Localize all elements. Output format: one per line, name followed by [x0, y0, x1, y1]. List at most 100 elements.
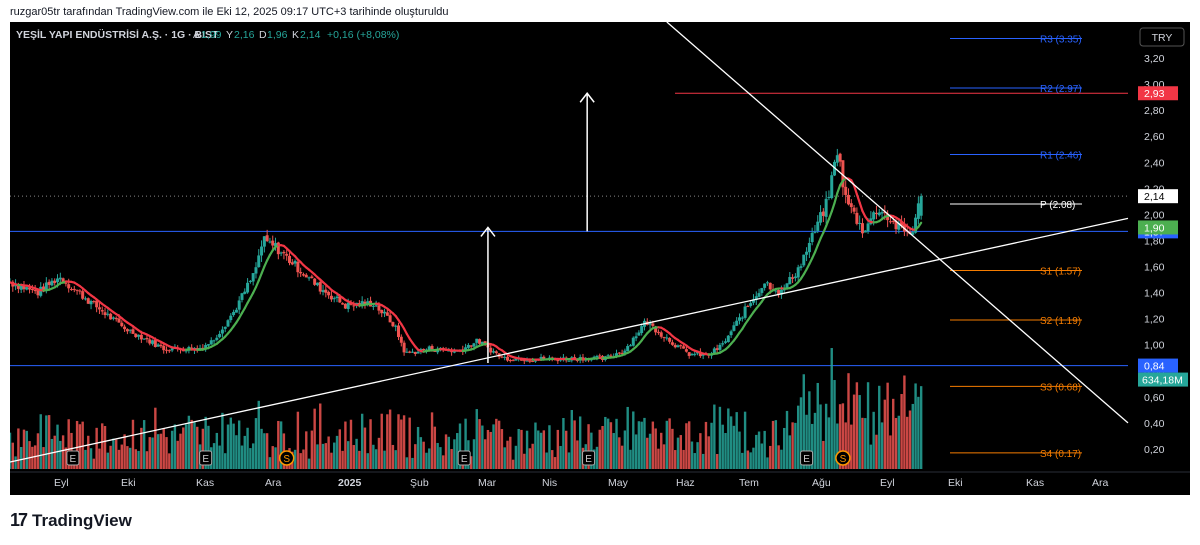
- volume-bar: [319, 403, 322, 469]
- volume-bar: [207, 425, 210, 469]
- price-chart[interactable]: R3 (3.35) R2 (2.97) R1 (2.46) P (2.08) S1 (1…: [10, 22, 1190, 495]
- y-tick-label: 3,20: [1144, 53, 1165, 65]
- ma-segment: [257, 272, 263, 282]
- candle-body: [296, 261, 300, 273]
- moving-average: [10, 177, 923, 361]
- candle-body: [335, 296, 339, 299]
- volume-bar: [796, 405, 800, 469]
- candle-body: [100, 310, 104, 312]
- candle-body: [514, 358, 518, 361]
- candle-body: [436, 350, 440, 353]
- x-tick-label: Eki: [121, 477, 136, 489]
- candle-body: [626, 346, 630, 351]
- ma-segment: [858, 201, 864, 213]
- volume-bar: [358, 450, 361, 469]
- volume-bar: [383, 450, 386, 469]
- candle-body: [483, 341, 487, 344]
- candle-body: [299, 271, 303, 274]
- earnings-event-marker: [199, 450, 213, 466]
- pivot-label-s1: S1 (1.57): [1040, 266, 1081, 277]
- candle-body: [855, 212, 859, 224]
- candle-body: [690, 354, 694, 356]
- chart-panel[interactable]: R3 (3.35) R2 (2.97) R1 (2.46) P (2.08) S1 (1…: [10, 22, 1190, 495]
- earnings-event-marker: [457, 450, 471, 466]
- candle-body: [422, 348, 426, 351]
- volume-bar: [120, 444, 123, 469]
- legend-value: 2,16: [234, 29, 255, 41]
- candle-body: [595, 355, 599, 357]
- candle-body: [413, 351, 417, 354]
- volume-bar: [648, 433, 652, 469]
- candle-body: [209, 340, 213, 345]
- candle-body: [301, 274, 305, 276]
- volume-bar: [151, 437, 154, 469]
- currency-button-label: TRY: [1152, 32, 1173, 44]
- volume-bar: [861, 417, 864, 469]
- volume-bar: [783, 427, 786, 469]
- candle-body: [668, 338, 672, 342]
- volume-bar: [674, 450, 677, 469]
- candle-body: [151, 340, 155, 344]
- candle-body: [120, 322, 124, 327]
- volume-bar: [813, 412, 817, 469]
- earnings-event-label: E: [803, 454, 810, 465]
- candle-body: [137, 334, 141, 337]
- volume-bar: [763, 430, 766, 469]
- candle-body: [248, 280, 252, 282]
- volume-bar: [193, 422, 196, 469]
- volume-bar: [268, 457, 272, 469]
- candle-body: [341, 303, 345, 305]
- candle-body: [72, 288, 76, 290]
- volume-bar: [355, 438, 358, 469]
- candle-body: [134, 333, 138, 338]
- currency-button[interactable]: TRY: [1139, 27, 1185, 47]
- candle-body: [25, 287, 29, 290]
- candle-body: [631, 337, 635, 346]
- volume-bar: [710, 422, 713, 469]
- volume-bar: [274, 447, 277, 469]
- volume-bar: [565, 430, 568, 469]
- volume-bar: [883, 399, 887, 469]
- candle-body: [751, 299, 755, 303]
- volume-bar: [573, 420, 576, 469]
- volume-bar: [903, 375, 906, 469]
- volume-bar: [212, 443, 216, 469]
- volume-bar: [442, 455, 445, 469]
- x-tick-label: May: [608, 477, 629, 489]
- volume-bar: [495, 418, 498, 469]
- volume-bar: [741, 452, 744, 469]
- volume-bar: [777, 445, 780, 469]
- volume-bar: [42, 447, 45, 469]
- candle-body: [260, 246, 264, 256]
- candle-body: [97, 307, 101, 310]
- volume-bar: [433, 426, 437, 469]
- volume-bar: [537, 430, 540, 469]
- x-tick-label: Eyl: [880, 477, 895, 489]
- ma-segment: [830, 201, 836, 213]
- volume-bar: [137, 450, 140, 469]
- candle-body: [701, 353, 705, 356]
- candle-body: [53, 280, 57, 283]
- candle-body: [874, 212, 878, 215]
- volume-bar: [752, 447, 755, 469]
- volume-bar: [173, 424, 177, 469]
- candle-body: [257, 255, 261, 268]
- candle-body: [872, 212, 876, 220]
- candle-body: [352, 305, 356, 307]
- volume-bar: [539, 432, 543, 469]
- volume-bar: [559, 445, 562, 469]
- volume-bar: [408, 417, 411, 469]
- candle-body: [61, 278, 65, 284]
- tradingview-logo[interactable]: 17 TradingView: [10, 510, 132, 531]
- split-event-marker: [278, 450, 295, 466]
- candle-body: [332, 298, 336, 300]
- volume-bar: [576, 440, 579, 469]
- y-tick-label: 1,60: [1144, 262, 1165, 274]
- volume-bar: [92, 458, 96, 469]
- y-tick-label: 1,80: [1144, 235, 1165, 247]
- volume-bar: [671, 428, 674, 469]
- earnings-event-label: E: [461, 454, 468, 465]
- volume-bar: [182, 427, 185, 469]
- candle-body: [410, 351, 414, 353]
- volume-bar: [338, 429, 342, 469]
